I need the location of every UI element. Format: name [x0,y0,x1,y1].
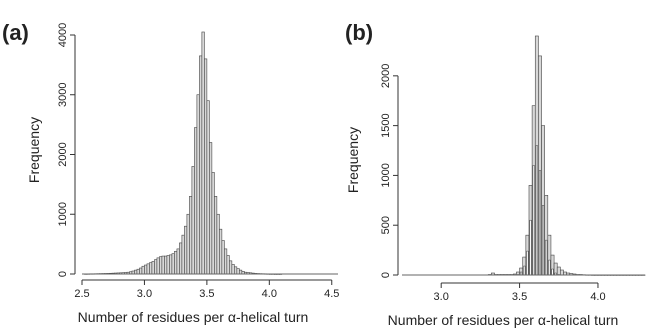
x-tick-label: 4.0 [590,291,605,303]
histogram-bar [166,255,170,275]
histogram-inner-bar [551,268,554,276]
y-tick-label: 1000 [380,163,392,187]
histogram-bar [189,196,193,275]
panel-label-b: (b) [345,20,373,45]
histogram-bar [194,127,198,275]
x-axis-label-b: Number of residues per α-helical turn [388,312,619,328]
plot-area-a: 2.5 3.0 3.5 4.0 4.5 0 1000 2000 3000 4000 [57,23,339,300]
histogram-bar [156,257,160,275]
histogram-bar [184,225,188,275]
histogram-bar [161,255,165,275]
panel-label-a: (a) [2,20,29,45]
histogram-bar [209,142,213,275]
histogram-bar [560,269,564,276]
y-tick-label: 0 [380,272,392,278]
histogram-bar [229,260,233,275]
y-axis-label-a: Frequency [26,117,42,183]
histogram-inner-bar [529,219,532,276]
histogram-bar [234,266,238,275]
histogram-bar [221,240,225,275]
histogram-bar [144,264,148,275]
histogram-inner-bar [542,205,545,276]
histogram-bar [134,269,138,275]
histogram-bar [176,248,180,275]
histogram-bar [211,172,215,275]
histogram-bar [136,268,140,275]
y-tick-label: 500 [380,216,392,234]
panel-a: (a) 2.5 3.0 3.5 4.0 4.5 0 1000 2000 3000 4000 Fre… [2,20,339,325]
histogram-bar [149,262,153,275]
histogram-bar [219,228,223,275]
y-tick-label: 0 [57,271,69,277]
histogram-inner-bar [538,170,541,276]
x-tick-label: 3.0 [137,288,152,300]
histogram-bar [186,213,190,275]
x-tick-label: 3.5 [512,291,527,303]
histogram-inner-bar [526,250,529,276]
histogram-bar [231,264,235,275]
histogram-bar [199,55,203,275]
histogram-inner-bar [535,145,538,276]
histogram-inner-bar [532,165,535,276]
x-tick-label: 3.0 [434,291,449,303]
histogram-bar [204,58,208,275]
histogram-bar [214,196,218,275]
histogram-bar [201,31,205,275]
x-tick-label: 2.5 [74,288,89,300]
y-tick-label: 3000 [57,82,69,106]
histogram-bar [236,268,240,275]
y-axis-label-b: Frequency [345,127,361,193]
histogram-bar [179,242,183,275]
histogram-bar [154,259,158,275]
histogram-inner-bar [548,259,551,276]
histogram-bar [146,263,150,275]
histogram-bar [191,166,195,275]
plot-area-b: 3.0 3.5 4.0 0 500 1000 1500 2000 [380,35,646,303]
histogram-inner-bar [545,239,548,276]
y-tick-label: 4000 [57,23,69,47]
histogram-bar [151,261,155,275]
histogram-bar [224,248,228,275]
histogram-bar [181,234,185,275]
histogram-bar [169,254,173,275]
y-tick-label: 1500 [380,113,392,137]
histogram-bar [216,213,220,275]
histogram-bar [206,100,210,275]
histogram-bar [226,255,230,275]
x-axis-label-a: Number of residues per α-helical turn [78,309,309,325]
histogram-bar [556,266,561,276]
y-tick-label: 2000 [380,64,392,88]
histogram-inner-bar [523,265,526,276]
histogram-bar [174,250,178,275]
y-tick-label: 2000 [57,142,69,166]
histogram-bar [239,269,243,275]
histogram-bar [141,265,145,275]
y-tick-label: 1000 [57,202,69,226]
histogram-bar [164,255,168,275]
x-tick-label: 3.5 [199,288,214,300]
x-tick-label: 4.0 [262,288,277,300]
x-tick-label: 4.5 [324,288,339,300]
histogram-bar [171,253,175,275]
histogram-bar [139,267,143,275]
histogram-bar [159,256,163,275]
histogram-bar [196,94,200,275]
